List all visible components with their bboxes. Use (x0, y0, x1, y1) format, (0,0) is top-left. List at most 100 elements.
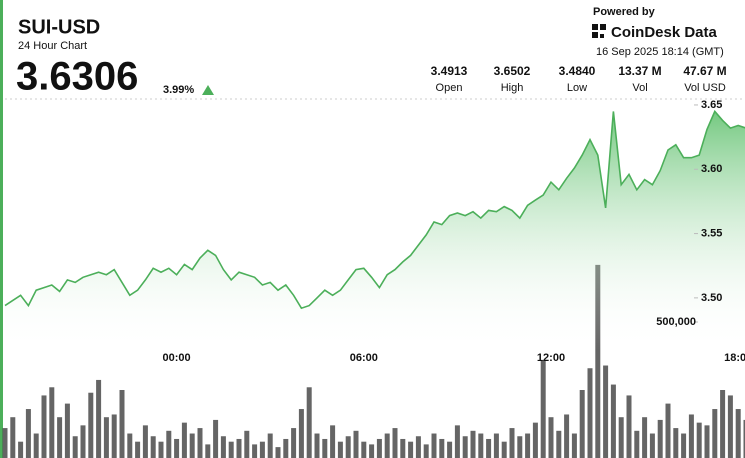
volume-bar (158, 441, 164, 458)
stat-value: 3.4840 (559, 64, 596, 78)
volume-bar (80, 425, 86, 458)
volume-bar (712, 409, 718, 458)
volume-bar (564, 414, 570, 458)
volume-bar (119, 390, 125, 458)
stat-label: High (501, 82, 524, 94)
volume-bar (96, 379, 102, 458)
volume-bar (501, 441, 507, 458)
stat-label: Vol (632, 82, 647, 94)
volume-bar (72, 436, 78, 458)
stat-value: 47.67 M (683, 64, 726, 78)
volume-bar (486, 438, 492, 458)
volume-bar (540, 360, 546, 458)
stat-value: 3.4913 (431, 64, 468, 78)
volume-bar (727, 395, 733, 458)
volume-bar (509, 428, 515, 458)
volume-bar (197, 428, 203, 458)
volume-bar (135, 441, 141, 458)
volume-bar (392, 428, 398, 458)
volume-bar (205, 444, 211, 458)
volume-bar (298, 409, 304, 458)
volume-bar (361, 441, 367, 458)
volume-bar (478, 433, 484, 458)
volume-bar (688, 414, 694, 458)
volume-bar (306, 387, 312, 458)
volume-bar (369, 444, 375, 458)
volume-bar (649, 433, 655, 458)
volume-bar (415, 436, 421, 458)
up-arrow (202, 85, 214, 95)
stat-value: 3.6502 (494, 64, 531, 78)
volume-bar (743, 419, 745, 458)
volume-bar (10, 417, 16, 458)
volume-bar (283, 438, 289, 458)
x-tick-label: 00:00 (163, 352, 191, 364)
stat-label: Low (567, 82, 587, 94)
volume-bar (376, 438, 382, 458)
volume-bar (337, 441, 343, 458)
volume-bar (57, 417, 63, 458)
volume-bar (548, 417, 554, 458)
y-tick-label: 3.65 (701, 99, 722, 111)
subtitle: 24 Hour Chart (18, 40, 87, 52)
volume-bar (603, 365, 609, 458)
volume-bar (103, 417, 109, 458)
volume-bar (353, 430, 359, 458)
volume-bar (595, 264, 601, 458)
stat-label: Open (436, 82, 463, 94)
volume-bar (470, 430, 476, 458)
volume-bar (704, 425, 710, 458)
volume-bar (462, 436, 468, 458)
volume-bar (345, 436, 351, 458)
volume-bar (447, 441, 453, 458)
change: 3.99% (163, 84, 194, 96)
volume-bar (267, 433, 273, 458)
volume-bar (400, 438, 406, 458)
volume-bar (25, 409, 31, 458)
volume-bar (314, 433, 320, 458)
volume-bar (127, 433, 133, 458)
volume-bar (431, 433, 437, 458)
volume-bar (642, 417, 648, 458)
volume-bar (408, 441, 414, 458)
volume-bar (735, 409, 741, 458)
volume-bar (88, 392, 94, 458)
volume-bar (493, 433, 499, 458)
volume-bar (275, 447, 281, 458)
title: SUI-USD (18, 16, 100, 38)
volume-bar (18, 441, 24, 458)
volume-bar (142, 425, 148, 458)
volume-bar (673, 428, 679, 458)
price: 3.6306 (16, 55, 138, 99)
y-tick-label: 3.50 (701, 292, 722, 304)
volume-bar (213, 419, 219, 458)
volume-bar (330, 425, 336, 458)
volume-bar (696, 422, 702, 458)
y-tick-label: 3.60 (701, 163, 722, 175)
volume-bar (174, 438, 180, 458)
volume-bar (220, 436, 226, 458)
volume-bar (571, 433, 577, 458)
volume-bar (111, 414, 117, 458)
volume-bar (556, 430, 562, 458)
volume-bar (181, 422, 187, 458)
volume-bar (525, 433, 531, 458)
y-tick-label: 3.55 (701, 227, 722, 239)
price-line (4, 109, 745, 310)
stat-label: Vol USD (684, 82, 726, 94)
volume-bar (384, 433, 390, 458)
y2-tick-label: 500,000 (656, 316, 696, 328)
stat-value: 13.37 M (618, 64, 661, 78)
stats: 3.4913 Open 3.6502 High 3.4840 Low 13.37 M Vol 4… (431, 64, 727, 94)
volume-bar (439, 438, 445, 458)
volume-bar (517, 436, 523, 458)
logo (592, 24, 606, 38)
volume-bar (291, 428, 297, 458)
volume-bar (720, 390, 726, 458)
x-tick-label: 18:00 (724, 352, 745, 364)
volume-bar (681, 433, 687, 458)
accent-bar (0, 0, 3, 458)
volume-bar (2, 428, 8, 458)
volume-bar (189, 433, 195, 458)
